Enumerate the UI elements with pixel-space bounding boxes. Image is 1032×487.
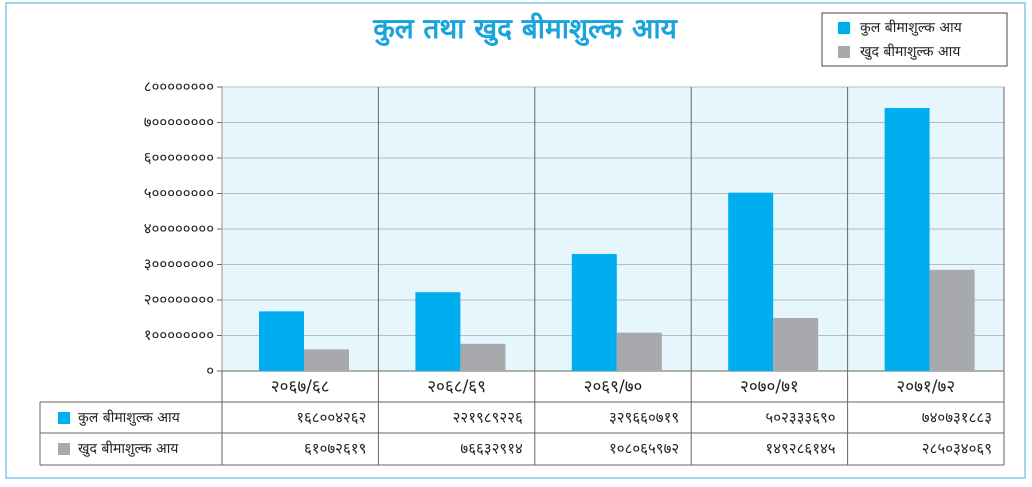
y-tick-label: ८०००००००० (144, 78, 214, 96)
table-row-label: कुल बीमाशुल्क आय (78, 409, 181, 426)
table-cell: २२१९८९२२६ (453, 409, 523, 427)
y-tick-label: १०००००००० (144, 326, 214, 344)
table-cell: ७६६३२९१४ (460, 440, 523, 458)
table-cell: १६८००४२६२ (296, 409, 366, 427)
x-tick-label: २०६८/६९ (427, 377, 486, 397)
legend-label: कुल बीमाशुल्क आय (860, 19, 963, 36)
bar (460, 343, 506, 371)
table-cell: ५०२३३३६९० (765, 409, 835, 427)
table-cell: २८५०३४०६९ (922, 440, 992, 458)
y-tick-label: ० (206, 362, 214, 380)
y-tick-label: ५०००००००० (144, 184, 214, 202)
x-tick-label: २०७०/७१ (740, 377, 799, 397)
table-cell: १४९२८६१४५ (765, 440, 835, 458)
bar (728, 192, 774, 371)
bar (773, 318, 819, 371)
table-legend-swatch (58, 412, 70, 424)
table-cell: ६१०७२६१९ (304, 440, 366, 458)
x-tick-label: २०७१/७२ (896, 377, 955, 397)
legend-label: खुद बीमाशुल्क आय (860, 43, 961, 60)
table-cell: १०८०६५९७२ (609, 440, 679, 458)
legend-swatch (838, 22, 850, 34)
bar (304, 349, 349, 371)
table-cell: ३२९६६०७१९ (609, 409, 679, 427)
y-tick-label: ४०००००००० (144, 220, 214, 238)
table-row-label: खुद बीमाशुल्क आय (78, 440, 179, 457)
legend-box (821, 12, 1008, 67)
table-cell: ७४०७३१८८३ (922, 409, 992, 427)
y-tick-label: २०००००००० (144, 291, 214, 309)
bar (929, 269, 975, 371)
chart-title: कुल तथा खुद बीमाशुल्क आय (372, 12, 678, 46)
bar (415, 292, 461, 371)
bar (571, 253, 617, 371)
y-tick-label: ३०००००००० (144, 255, 214, 273)
y-tick-label: ६०००००००० (144, 149, 214, 167)
table-legend-swatch (58, 443, 70, 455)
bar (884, 108, 930, 371)
x-tick-label: २०६९/७० (584, 377, 643, 397)
bar (616, 332, 662, 371)
bar (259, 311, 304, 371)
legend-swatch (838, 46, 850, 58)
x-tick-label: २०६७/६८ (271, 377, 330, 397)
y-tick-label: ७०००००००० (144, 113, 214, 131)
